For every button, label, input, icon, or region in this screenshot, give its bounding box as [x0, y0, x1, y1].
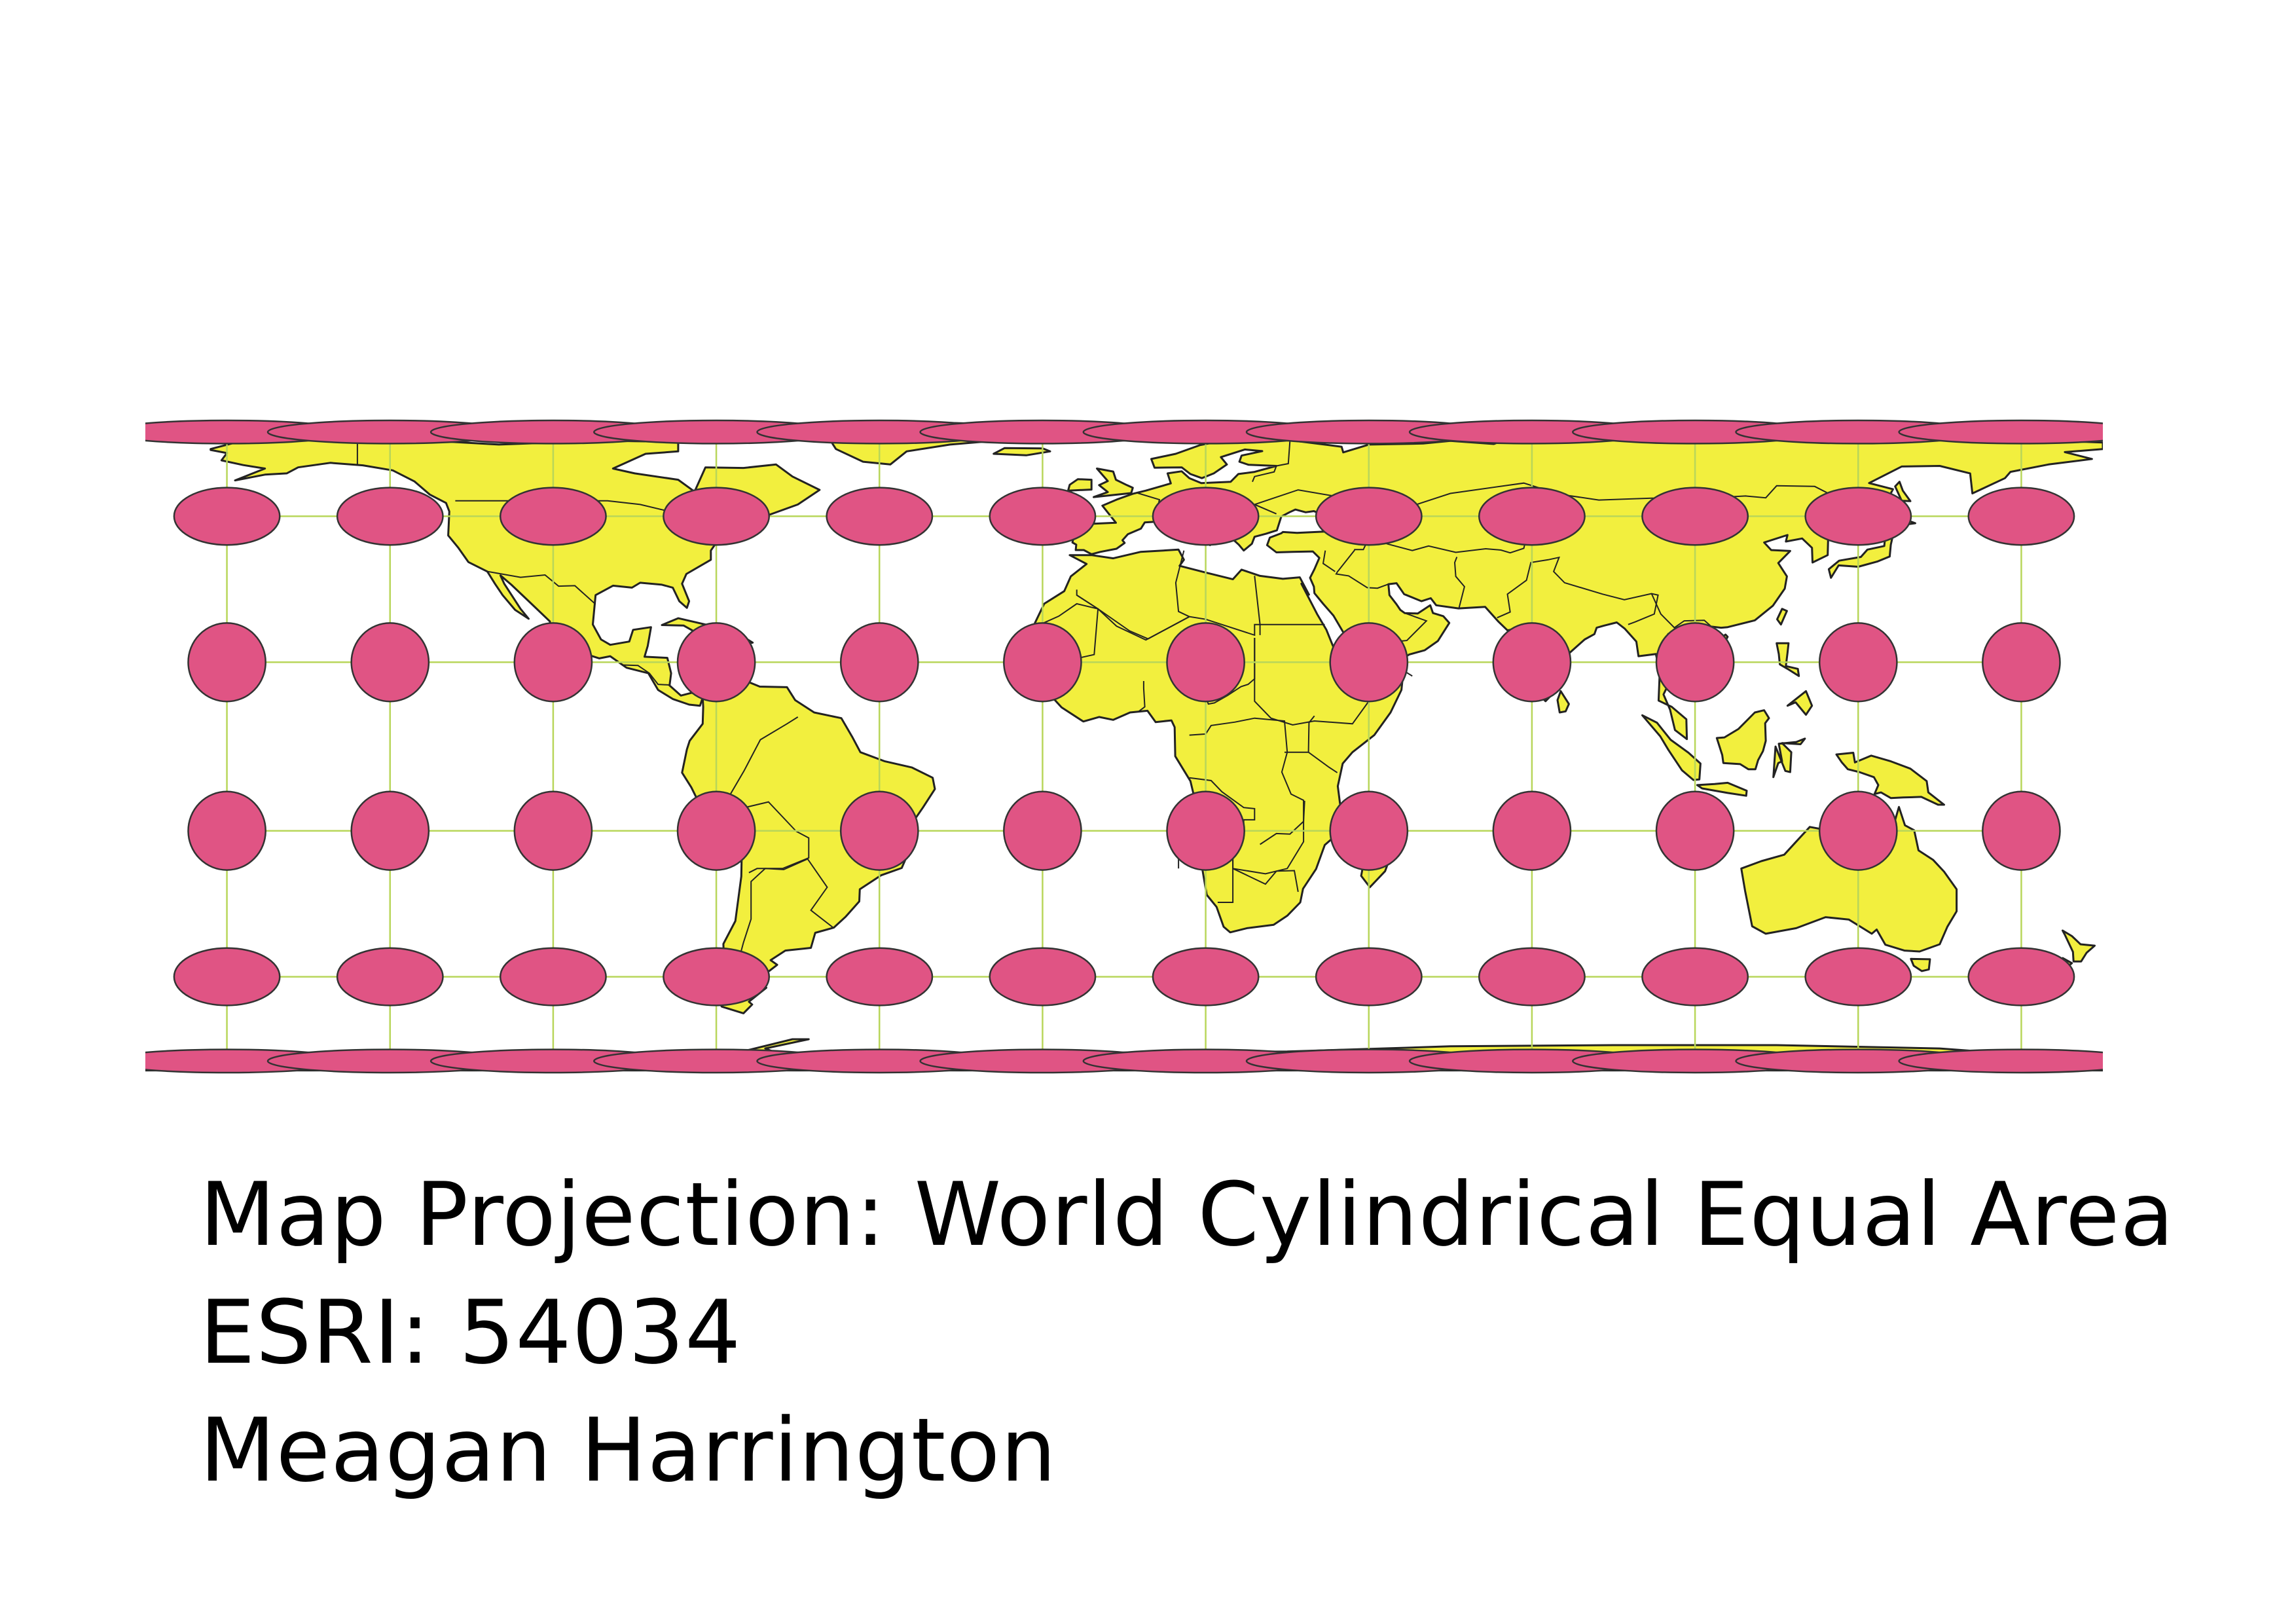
tissot-indicatrix [1818, 622, 1898, 703]
border-line [488, 570, 596, 605]
tissot-indicatrix [1818, 790, 1898, 871]
border-line [1254, 576, 1261, 635]
tissot-indicatrix [1003, 622, 1082, 703]
tissot-indicatrix [187, 622, 266, 703]
border-line [1138, 681, 1146, 712]
tissot-indicatrix [663, 487, 771, 546]
author-name: Meagan Harrington [200, 1399, 1057, 1502]
sri-lanka-landmass [1556, 690, 1570, 714]
tissot-indicatrix [1166, 622, 1245, 703]
border-line [1232, 868, 1299, 893]
border-line [1189, 717, 1305, 875]
tissot-indicatrix [336, 487, 444, 546]
tissot-indicatrix [826, 947, 934, 1006]
tissot-indicatrix [1329, 790, 1409, 871]
tissot-indicatrix [676, 790, 756, 871]
border-line [1335, 549, 1389, 589]
border-line [1322, 550, 1336, 572]
tissot-indicatrix [1492, 790, 1572, 871]
new-guinea-landmass [1835, 752, 1945, 806]
tissot-indicatrix [1804, 487, 1912, 546]
sakhalin-landmass [1894, 481, 1912, 502]
tissot-indicatrix [1982, 790, 2061, 871]
tissot-indicatrix [499, 487, 607, 546]
border-line [1307, 715, 1315, 752]
tissot-indicatrix [1982, 622, 2061, 703]
sumatra-landmass [1641, 714, 1702, 781]
tissot-indicatrix [1152, 947, 1260, 1006]
tissot-indicatrix [1804, 947, 1912, 1006]
tissot-indicatrix [336, 947, 444, 1006]
tissot-indicatrix [173, 487, 281, 546]
tissot-indicatrix [1166, 790, 1245, 871]
new-zealand-north-landmass [2062, 929, 2096, 963]
tissot-indicatrix [1478, 487, 1586, 546]
border-line [726, 716, 810, 874]
tissot-indicatrix [1967, 487, 2075, 546]
tissot-indicatrix [1655, 790, 1735, 871]
borneo-landmass [1715, 709, 1770, 771]
border-line [1252, 441, 1291, 483]
mindanao-landmass [1786, 690, 1813, 716]
border-line [1260, 800, 1305, 845]
world-map [145, 406, 2103, 1087]
map-caption: Map Projection: World Cylindrical Equal … [200, 1156, 2229, 1509]
tissot-indicatrix [1315, 487, 1423, 546]
tissot-indicatrix [1641, 487, 1749, 546]
tissot-indicatrix [989, 947, 1097, 1006]
tissot-indicatrix [826, 487, 934, 546]
tissot-indicatrix [1315, 947, 1423, 1006]
java-landmass [1696, 781, 1748, 797]
tissot-indicatrix [676, 622, 756, 703]
projection-title: Map Projection: World Cylindrical Equal … [200, 1164, 2175, 1266]
tissot-indicatrix [989, 487, 1097, 546]
tissot-indicatrix [513, 790, 593, 871]
iceland-landmass [993, 447, 1051, 456]
projection-code: ESRI: 54034 [200, 1282, 742, 1384]
tissot-indicatrix [173, 947, 281, 1006]
tissot-indicatrix [1003, 790, 1082, 871]
tissot-indicatrix [839, 622, 919, 703]
luzon-landmass [1776, 642, 1800, 677]
tissot-indicatrix [1329, 622, 1409, 703]
border-line [1453, 557, 1465, 608]
tissot-indicatrix [350, 790, 430, 871]
great-britain-landmass [1093, 468, 1134, 498]
tissot-indicatrix [839, 790, 919, 871]
tissot-indicatrix [1967, 947, 2075, 1006]
tissot-indicatrix [1492, 622, 1572, 703]
tissot-indicatrix [187, 790, 266, 871]
sulawesi-landmass [1772, 737, 1806, 779]
tissot-indicatrix [663, 947, 771, 1006]
taiwan-landmass [1776, 608, 1788, 626]
africa-landmass [1030, 548, 1404, 934]
tissot-indicatrix-layer [145, 419, 2103, 1074]
border-line [1076, 550, 1191, 640]
tissot-indicatrix [1655, 622, 1735, 703]
border-line [623, 664, 669, 686]
tissot-indicatrix [350, 622, 430, 703]
tissot-indicatrix [499, 947, 607, 1006]
tissot-indicatrix [1898, 419, 2103, 445]
border-line [1254, 638, 1386, 726]
tissot-indicatrix [513, 622, 593, 703]
ireland-landmass [1067, 478, 1093, 492]
tissot-indicatrix [1478, 947, 1586, 1006]
map-canvas [145, 419, 2103, 1074]
tasmania-landmass [1910, 957, 1931, 972]
tissot-indicatrix [1898, 1048, 2103, 1074]
tissot-indicatrix [1641, 947, 1749, 1006]
tissot-indicatrix [1152, 487, 1260, 546]
border-line [1650, 593, 1712, 629]
